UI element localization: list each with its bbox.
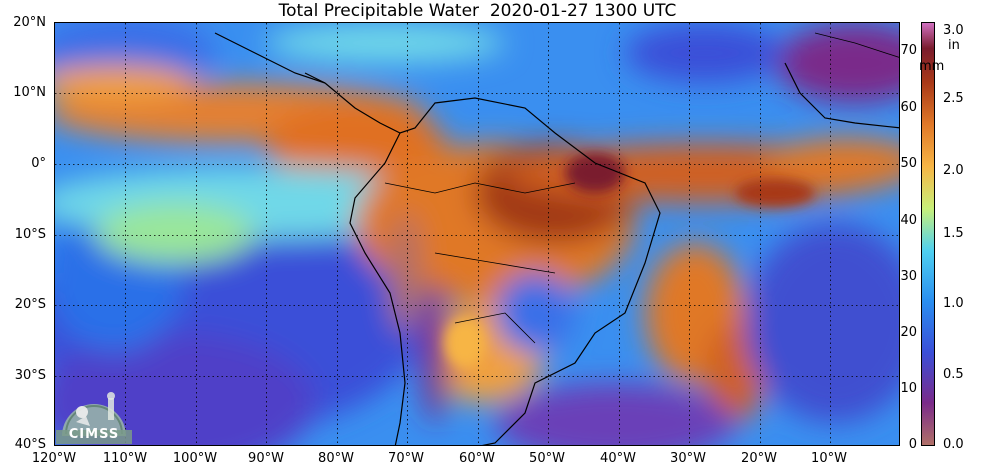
lon-label-100w: 100°W xyxy=(172,451,218,466)
lon-label-10w: 10°W xyxy=(811,451,847,466)
lon-label-90w: 90°W xyxy=(248,451,284,466)
mm-tick: 10 xyxy=(900,381,917,396)
lon-label-120w: 120°W xyxy=(31,451,77,466)
lat-label-40s: 40°S xyxy=(14,437,46,452)
lon-label-70w: 70°W xyxy=(388,451,424,466)
in-tick: 3.0 xyxy=(943,23,964,38)
map-title: Total Precipitable Water 2020-01-27 1300… xyxy=(278,1,677,21)
cimss-logo-text: CIMSS xyxy=(68,427,120,442)
lat-label-20s: 20°S xyxy=(14,297,46,312)
lon-label-80w: 80°W xyxy=(318,451,354,466)
lat-label-0: 0° xyxy=(31,156,46,171)
in-tick: 0.5 xyxy=(943,367,964,382)
lon-label-50w: 50°W xyxy=(529,451,565,466)
lon-label-40w: 40°W xyxy=(600,451,636,466)
lat-label-10s: 10°S xyxy=(14,227,46,242)
in-tick: 2.0 xyxy=(943,163,964,178)
in-tick: 0.0 xyxy=(943,437,964,452)
mm-tick: 20 xyxy=(900,325,917,340)
cimss-logo: CIMSS xyxy=(56,386,132,444)
colorbar-in-unit: in xyxy=(948,38,960,53)
colorbar xyxy=(921,22,935,446)
precipitable-water-map xyxy=(54,22,900,446)
lon-label-110w: 110°W xyxy=(102,451,148,466)
in-tick: 1.5 xyxy=(943,226,964,241)
colorbar-gradient xyxy=(922,23,934,445)
mm-tick: 60 xyxy=(900,100,917,115)
lat-label-30s: 30°S xyxy=(14,368,46,383)
cimss-globe-icon xyxy=(56,392,132,444)
mm-tick: 50 xyxy=(900,156,917,171)
graticule xyxy=(55,23,899,445)
mm-tick: 0 xyxy=(908,437,917,452)
mm-tick: 40 xyxy=(900,213,917,228)
lon-label-60w: 60°W xyxy=(459,451,495,466)
in-tick: 2.5 xyxy=(943,91,964,106)
mm-tick: 70 xyxy=(900,43,917,58)
lat-label-10n: 10°N xyxy=(13,85,46,100)
tpw-field xyxy=(55,23,899,445)
lon-label-20w: 20°W xyxy=(741,451,777,466)
lat-label-20n: 20°N xyxy=(13,15,46,30)
lon-label-30w: 30°W xyxy=(670,451,706,466)
in-tick: 1.0 xyxy=(943,296,964,311)
colorbar-mm-unit: mm xyxy=(919,59,945,74)
mm-tick: 30 xyxy=(900,269,917,284)
